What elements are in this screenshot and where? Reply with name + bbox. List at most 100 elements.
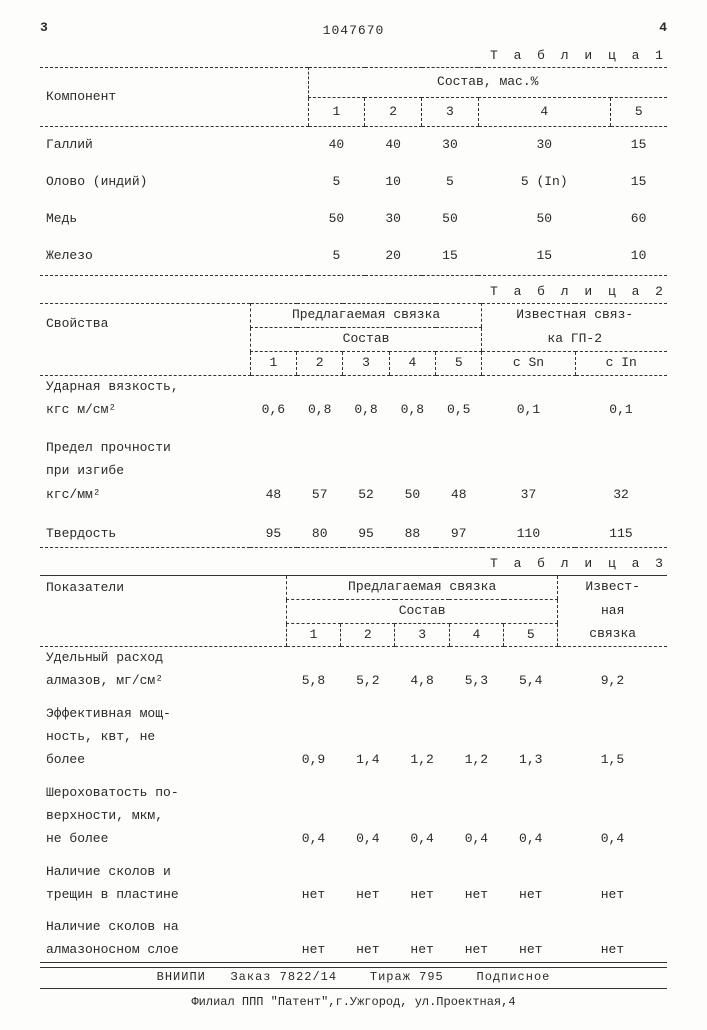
t3-cell: нет [286,884,340,907]
t3-cell: нет [341,884,395,907]
t3-rowname: ность, квт, не [40,726,286,749]
t3-cell: 1,4 [341,749,395,772]
t2-cell: 95 [250,522,296,547]
t2-cell: 32 [575,483,667,508]
t2-kcol: с In [575,351,667,375]
t3-h-known: Извест- [558,575,667,599]
t1-cell: 5 [308,238,365,275]
t3-cell: 5,3 [449,670,503,693]
t3-cell: 0,4 [341,828,395,851]
t1-cell: 60 [610,201,667,238]
t2-cell: 52 [343,483,389,508]
t2-cell: 0,5 [436,398,482,423]
t2-rowname: кгс/мм² [40,483,250,508]
t3-cell: нет [449,939,503,962]
table2: Свойства Предлагаемая связка Известная с… [40,303,667,548]
t1-cell: 30 [478,127,610,164]
t3-h-sost: Состав [286,599,558,623]
t1-cell: 20 [365,238,422,275]
table3-label: Т а б л и ц а 3 [40,556,667,573]
t3-col: 3 [395,623,449,647]
t3-rowname: Удельный расход [40,647,286,670]
table2-label: Т а б л и ц а 2 [40,284,667,301]
t1-h-component: Компонент [40,67,308,127]
t3-h-ind: Показатели [40,575,286,647]
t3-col: 4 [449,623,503,647]
t3-cell: нет [504,884,558,907]
t3-cell: нет [286,939,340,962]
t3-col: 2 [341,623,395,647]
t3-rowname: Наличие сколов и [40,861,286,884]
t3-cell: нет [558,884,667,907]
t2-rowname: Предел прочности [40,437,250,460]
t2-cell: 0,8 [343,398,389,423]
table1: Компонент Состав, мас.% 1 2 3 4 5 Галлий… [40,67,667,276]
t2-col: 2 [297,351,343,375]
t3-cell: 5,8 [286,670,340,693]
t3-rowname: алмазоносном слое [40,939,286,962]
t2-rowname: кгс м/см² [40,398,250,423]
footer: ВНИИПИ Заказ 7822/14 Тираж 795 Подписное… [40,967,667,1010]
t2-cell: 115 [575,522,667,547]
t3-rowname: верхности, мкм, [40,805,286,828]
t3-cell: нет [449,884,503,907]
t1-col: 1 [308,97,365,127]
footer-d: Подписное [477,970,551,984]
t3-cell: 1,5 [558,749,667,772]
t3-cell: 4,8 [395,670,449,693]
t3-cell: 5,2 [341,670,395,693]
t2-h-sost: Состав [250,327,482,351]
t2-col: 4 [389,351,435,375]
t3-cell: 5,4 [504,670,558,693]
table1-label: Т а б л и ц а 1 [40,48,667,65]
t3-cell: нет [558,939,667,962]
t1-cell: 40 [365,127,422,164]
t2-cell: 88 [389,522,435,547]
t3-cell: 9,2 [558,670,667,693]
t2-cell: 37 [482,483,575,508]
t3-cell: нет [504,939,558,962]
t2-cell: 48 [436,483,482,508]
t2-col: 5 [436,351,482,375]
t1-col: 3 [422,97,479,127]
t1-cell: 30 [422,127,479,164]
t3-cell: 0,4 [504,828,558,851]
t3-h-propgroup: Предлагаемая связка [286,575,558,599]
t2-cell: 95 [343,522,389,547]
t1-col: 5 [610,97,667,127]
t1-cell: 5 (In) [478,164,610,201]
footer-b: Заказ 7822/14 [230,970,337,984]
t3-rowname: Эффективная мощ- [40,703,286,726]
page-right: 4 [659,20,667,37]
t1-cell: 50 [308,201,365,238]
t3-col: 5 [504,623,558,647]
t3-cell: 1,2 [449,749,503,772]
t2-cell: 0,1 [575,398,667,423]
t1-cell: 15 [610,127,667,164]
t3-rowname: трещин в пластине [40,884,286,907]
page-left: 3 [40,20,48,37]
t2-rowname: Ударная вязкость, [40,375,250,398]
t2-rowname: Твердость [40,522,250,547]
t3-h-known2: ная [558,599,667,623]
t1-cell: 5 [308,164,365,201]
t2-cell: 57 [297,483,343,508]
t3-cell: 1,3 [504,749,558,772]
t3-cell: 0,4 [558,828,667,851]
t1-cell: 50 [478,201,610,238]
t3-rowname: не более [40,828,286,851]
footer-c: Тираж 795 [370,970,444,984]
t2-col: 3 [343,351,389,375]
t1-h-group: Состав, мас.% [308,67,667,97]
footer-a: ВНИИПИ [157,970,206,984]
t2-col: 1 [250,351,296,375]
t1-cell: 5 [422,164,479,201]
t2-cell: 80 [297,522,343,547]
t2-h-prop: Свойства [40,303,250,375]
t1-cell: 10 [610,238,667,275]
t1-rowname: Галлий [40,127,308,164]
t1-rowname: Медь [40,201,308,238]
t1-cell: 50 [422,201,479,238]
t3-rowname: более [40,749,286,772]
t1-col: 4 [478,97,610,127]
